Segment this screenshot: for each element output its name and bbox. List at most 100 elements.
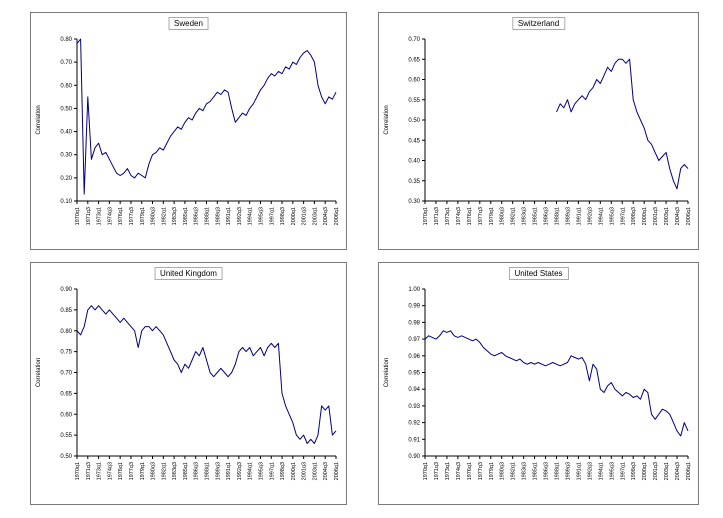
x-tick-label: 1973q1 [97,207,103,225]
x-tick-label: 1988q1 [555,207,561,225]
x-tick-label: 1994q1 [598,462,604,480]
x-tick-label: 1980q3 [151,207,157,225]
x-tick-label: 1986q3 [544,462,550,480]
chart-svg: 0.90 0.91 0.92 0.93 0.94 0.95 0.96 0.97 0.98 0.99… [384,287,692,480]
chart-svg: 0.50 0.55 0.60 0.65 0.70 0.75 0.80 0.85 0.90 1970… [36,287,340,480]
x-tick-label: 2000q1 [642,462,648,480]
y-tick-label: 0.65 [408,57,420,63]
x-tick-label: 1991q1 [226,462,232,480]
x-tick-label: 1997q1 [269,207,275,225]
x-tick-label: 2000q1 [291,462,297,480]
x-tick-label: 2004q3 [675,207,681,225]
x-tick-label: 1979q1 [140,207,146,225]
x-tick-label: 1995q3 [258,207,264,225]
x-tick-label: 1977q3 [478,207,484,225]
x-tick-label: 1986q3 [194,207,200,225]
x-tick-label: 1970q1 [75,207,81,225]
y-axis-label: Correlation [36,358,42,387]
y-tick-label: 0.45 [408,138,420,144]
chart-title-united-states: United States [508,267,569,280]
chart-svg: 0.10 0.20 0.30 0.40 0.50 0.60 0.70 0.80 1970q1 19… [36,37,340,225]
x-tick-label: 1991q1 [576,207,582,225]
chart-plot-area-united-states: 0.90 0.91 0.92 0.93 0.94 0.95 0.96 0.97 0.98 0.99… [379,283,698,502]
x-tick-label: 2003q1 [664,207,670,225]
y-tick-label: 0.40 [60,130,72,136]
x-tick-label: 1983q3 [522,207,528,225]
x-tick-label: 1979q1 [489,207,495,225]
y-tick-label: 0.40 [408,159,420,165]
x-tick-label: 1998q3 [631,207,637,225]
x-tick-label: 1992q3 [587,462,593,480]
x-tick-label: 1983q3 [522,462,528,480]
x-tick-label: 1971q3 [434,207,440,225]
x-tick-label: 1970q1 [423,207,429,225]
x-tick-label: 1991q1 [226,207,232,225]
x-tick-label: 2004q3 [675,462,681,480]
x-tick-label: 1977q3 [129,462,135,480]
x-tick-label: 1988q1 [205,207,211,225]
x-tick-label: 1970q1 [423,462,429,480]
x-tick-label: 1985q1 [533,207,539,225]
x-tick-label: 1997q1 [269,462,275,480]
x-tick-label: 1992q3 [237,207,243,225]
series-line [556,58,689,190]
x-tick-label: 1989q3 [215,207,221,225]
x-tick-label: 1997q1 [620,462,626,480]
x-tick-label: 1971q3 [434,462,440,480]
y-tick-label: 0.80 [60,329,72,335]
x-tick-label: 1985q1 [183,462,189,480]
x-tick-label: 1970q1 [75,462,81,480]
x-tick-label: 2006q1 [334,207,340,225]
y-tick-label: 0.70 [60,60,72,66]
y-tick-label: 0.93 [408,404,420,410]
x-tick-label: 2003q1 [312,207,318,225]
x-tick-label: 1971q3 [86,462,92,480]
y-tick-label: 0.99 [408,304,420,310]
x-tick-label: 1995q3 [258,462,264,480]
x-tick-label: 2001q3 [302,207,308,225]
y-tick-label: 0.60 [408,78,420,84]
x-tick-label: 1982q1 [511,462,517,480]
y-tick-label: 0.91 [408,437,420,443]
x-tick-label: 1977q3 [478,462,484,480]
x-tick-label: 1994q1 [248,462,254,480]
x-tick-label: 1998q3 [280,462,286,480]
x-tick-label: 2001q3 [653,462,659,480]
y-tick-label: 0.90 [60,287,72,293]
x-tick-label: 2000q1 [642,207,648,225]
x-tick-label: 1989q3 [215,462,221,480]
y-tick-label: 0.75 [60,350,72,356]
y-tick-label: 0.50 [60,454,72,460]
x-tick-label: 1973q1 [97,462,103,480]
chart-svg: 0.30 0.35 0.40 0.45 0.50 0.55 0.60 0.65 0.70 1970… [384,37,692,225]
y-tick-label: 0.92 [408,421,420,427]
x-tick-label: 1985q1 [183,207,189,225]
x-tick-label: 1977q3 [129,207,135,225]
x-tick-label: 1998q3 [631,462,637,480]
chart-title-switzerland: Switzerland [511,17,566,30]
chart-panel-sweden: Sweden 0.10 0.20 0.30 0.40 0.50 0.60 0.70 0.80 1… [30,12,347,250]
x-tick-label: 1986q3 [194,462,200,480]
chart-panel-united-kingdom: United Kingdom 0.50 0.55 0.60 0.65 0.70 0.75 0… [30,262,347,505]
y-tick-label: 0.50 [408,118,420,124]
chart-plot-area-sweden: 0.10 0.20 0.30 0.40 0.50 0.60 0.70 0.80 1970q1 19… [31,33,346,247]
y-tick-label: 0.98 [408,320,420,326]
x-tick-label: 1989q3 [565,462,571,480]
x-tick-label: 1985q1 [533,462,539,480]
x-tick-label: 1976q1 [467,462,473,480]
x-tick-label: 2001q3 [653,207,659,225]
y-axis-label: Correlation [384,358,390,387]
x-tick-label: 1976q1 [467,207,473,225]
y-tick-label: 0.70 [60,371,72,377]
x-tick-label: 2000q1 [291,207,297,225]
chart-panel-switzerland: Switzerland 0.30 0.35 0.40 0.45 0.50 0.55 0.60… [378,12,699,250]
x-tick-label: 2006q1 [334,462,340,480]
x-tick-label: 1995q3 [609,207,615,225]
y-tick-label: 0.10 [60,199,72,205]
series-line [76,38,337,195]
x-tick-label: 1974q3 [456,207,462,225]
x-tick-label: 1998q3 [280,207,286,225]
x-tick-label: 1982q1 [161,207,167,225]
x-tick-label: 1991q1 [576,462,582,480]
x-tick-label: 1988q1 [205,462,211,480]
